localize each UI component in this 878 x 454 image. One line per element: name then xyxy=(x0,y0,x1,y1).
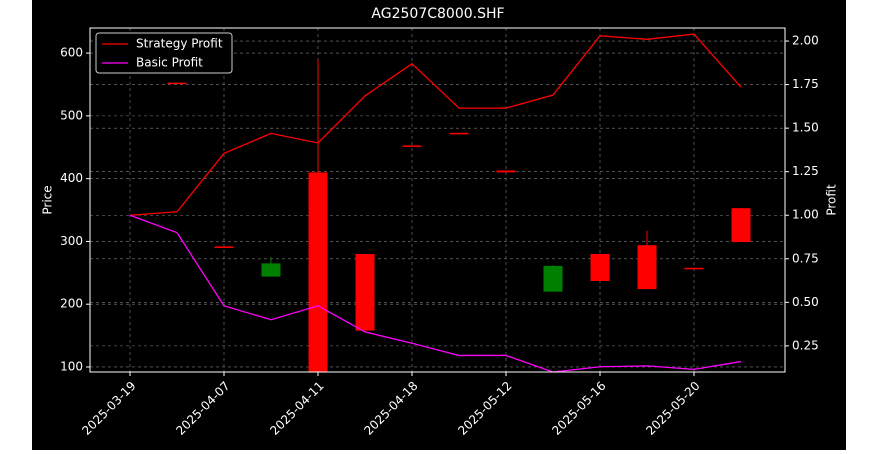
legend: Strategy Profit Basic Profit xyxy=(95,32,233,74)
profit-line xyxy=(129,214,742,372)
grid xyxy=(90,28,785,372)
y2-tick-label: 1.00 xyxy=(792,208,819,222)
candle-body xyxy=(355,253,375,331)
y-tick-label: 300 xyxy=(60,234,83,248)
candle-body xyxy=(543,265,563,292)
profit-line xyxy=(129,33,742,216)
candle-body xyxy=(449,132,469,135)
y-tick-label: 100 xyxy=(60,359,83,373)
candle-body xyxy=(590,253,610,281)
y2-tick-label: 1.50 xyxy=(792,121,819,135)
candle-body xyxy=(637,245,657,290)
candle-body xyxy=(167,82,187,85)
candle-body xyxy=(731,208,751,243)
legend-label: Basic Profit xyxy=(136,56,203,70)
y2-axis-label: Profit xyxy=(825,184,839,216)
candle-body xyxy=(402,145,422,147)
y-tick-label: 600 xyxy=(60,46,83,60)
chart-title: AG2507C8000.SHF xyxy=(371,6,504,22)
candle-body xyxy=(308,172,328,372)
y-axis-label: Price xyxy=(41,185,55,214)
y2-tick-label: 0.75 xyxy=(792,251,819,265)
y2-tick-label: 1.75 xyxy=(792,77,819,91)
candle-body xyxy=(684,267,704,270)
y2-tick-label: 2.00 xyxy=(792,34,819,48)
candle-body xyxy=(261,263,281,277)
legend-label: Strategy Profit xyxy=(136,37,223,51)
legend-box xyxy=(95,32,233,74)
y-tick-label: 400 xyxy=(60,171,83,185)
candle-body xyxy=(214,246,234,248)
candle-body xyxy=(496,170,516,173)
y-tick-label: 500 xyxy=(60,108,83,122)
y2-tick-label: 1.25 xyxy=(792,164,819,178)
y2-tick-label: 0.25 xyxy=(792,338,819,352)
plot-frame xyxy=(89,27,786,373)
y-tick-label: 200 xyxy=(60,297,83,311)
figure-background xyxy=(32,0,846,450)
plot-area xyxy=(129,33,751,372)
y2-tick-label: 0.50 xyxy=(792,295,819,309)
